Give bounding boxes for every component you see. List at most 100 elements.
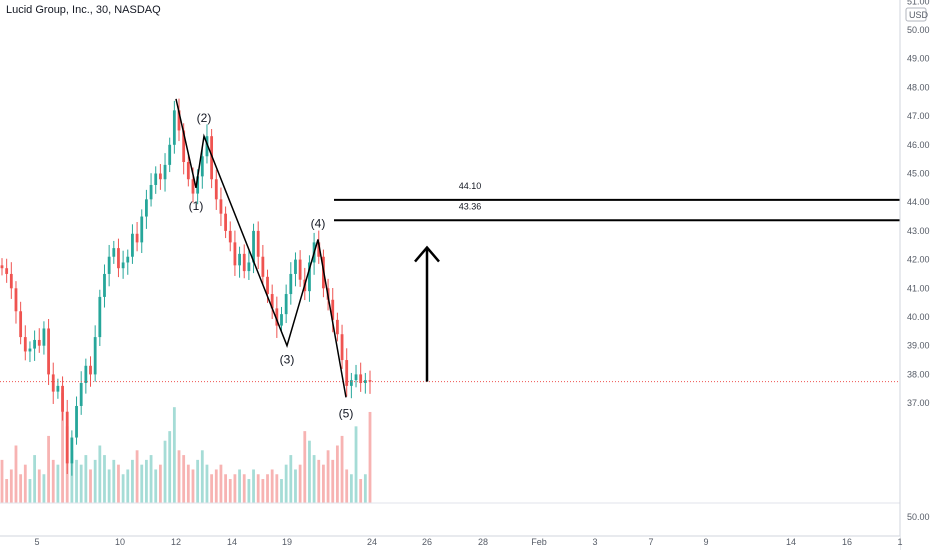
candle-body <box>70 437 74 464</box>
wave-path[interactable] <box>175 98 347 398</box>
candle-body <box>298 259 302 280</box>
volume-bar <box>182 455 186 503</box>
candle-body <box>89 365 92 375</box>
price-axis[interactable]: 37.00 38.00 39.00 40.00 41.00 42.00 43.00 44.00… <box>899 0 932 550</box>
volume-bar <box>84 455 88 503</box>
price-tick-label: 45.00 <box>907 169 930 179</box>
volume-bar <box>345 469 349 503</box>
volume-bar <box>322 464 325 503</box>
time-tick-label: 10 <box>115 537 125 547</box>
elliott-wave-drawing[interactable]: (1) (2) (3) (4) (5) <box>175 98 440 420</box>
volume-bar <box>214 469 218 503</box>
candle-body <box>280 314 283 326</box>
volume-bar <box>284 464 288 503</box>
candle-body <box>275 308 279 326</box>
time-tick-label: 14 <box>786 537 796 547</box>
projection-arrow-head[interactable] <box>414 245 440 263</box>
volume-bar <box>168 431 172 503</box>
price-tick-label: 48.00 <box>907 82 930 92</box>
candle-body <box>126 256 130 263</box>
volume-bar <box>121 474 125 503</box>
candle-body <box>233 242 237 266</box>
price-tick-label: 49.00 <box>907 54 930 64</box>
volume-bar <box>89 469 92 503</box>
volume-bar <box>289 455 293 503</box>
volume-bar <box>308 440 311 503</box>
candle-body <box>154 173 158 185</box>
chart-title: Lucid Group, Inc., 30, NASDAQ <box>6 4 161 16</box>
volume-bar <box>93 459 97 503</box>
time-axis[interactable]: 5 10 12 14 19 24 26 28 Feb 3 7 9 14 16 1 <box>0 535 903 550</box>
candle-body <box>182 130 186 163</box>
candle-body <box>47 328 50 375</box>
volume-bar <box>14 445 18 503</box>
candle-body <box>191 179 195 194</box>
time-axis-bg <box>0 536 900 550</box>
candle-body <box>145 199 148 217</box>
volume-bar <box>5 479 9 503</box>
volume-bars <box>0 392 900 504</box>
volume-bar <box>107 469 111 503</box>
volume-bar <box>79 464 83 503</box>
currency-label: USD <box>909 10 929 20</box>
candle-body <box>0 265 4 269</box>
volume-bar <box>135 450 139 503</box>
volume-bar <box>177 450 181 503</box>
candle-body <box>228 230 232 243</box>
candle-body <box>294 259 297 274</box>
volume-bar <box>340 435 344 503</box>
time-tick-label: 7 <box>648 537 653 547</box>
volume-bar <box>228 479 232 503</box>
candle-body <box>168 144 172 165</box>
candle-body <box>42 328 46 346</box>
horizontal-levels[interactable]: 37.7544.1044.0843.3643.37 <box>0 181 932 389</box>
volume-bar <box>154 469 158 503</box>
candle-body <box>219 199 223 214</box>
candle-body <box>37 339 41 346</box>
volume-bar <box>131 459 134 503</box>
volume-bar <box>238 469 241 503</box>
time-tick-label: 1 <box>897 537 902 547</box>
candles <box>0 98 372 476</box>
volume-bar <box>56 464 60 503</box>
candle-body <box>340 334 344 361</box>
candle-body <box>51 374 55 392</box>
candle-body <box>242 253 246 272</box>
price-tick-label: 38.00 <box>907 369 930 379</box>
time-tick-label: 9 <box>703 537 708 547</box>
candle-body <box>5 268 9 274</box>
resistance-label: 43.36 <box>459 201 482 211</box>
volume-bar <box>312 455 316 503</box>
candle-body <box>359 374 363 384</box>
candle-body <box>93 337 97 375</box>
candle-body <box>252 230 255 263</box>
volume-bar <box>75 459 78 503</box>
candle-body <box>98 296 102 338</box>
price-tick-label: 44.00 <box>907 197 930 207</box>
candle-body <box>317 242 321 257</box>
candle-body <box>349 380 353 386</box>
volume-bar <box>149 455 153 503</box>
candle-body <box>163 164 167 180</box>
candle-body <box>61 385 64 412</box>
time-tick-label: 28 <box>478 537 488 547</box>
resistance-label: 44.10 <box>459 181 482 191</box>
volume-bar <box>200 450 204 503</box>
candle-body <box>289 273 293 295</box>
volume-bar <box>275 474 279 503</box>
candle-body <box>117 248 120 269</box>
time-tick-label: 3 <box>592 537 597 547</box>
wave-label: (4) <box>311 217 326 231</box>
price-tick-label: 43.00 <box>907 226 930 236</box>
volume-bar <box>70 450 74 503</box>
volume-bar <box>37 469 41 503</box>
volume-bar <box>33 455 37 503</box>
currency-badge <box>905 7 927 22</box>
candle-body <box>84 365 88 384</box>
candle-body <box>247 262 251 272</box>
wave-label: (2) <box>197 111 212 125</box>
volume-bar <box>172 407 176 503</box>
volume-bar <box>256 474 260 503</box>
volume-bar <box>210 474 214 503</box>
